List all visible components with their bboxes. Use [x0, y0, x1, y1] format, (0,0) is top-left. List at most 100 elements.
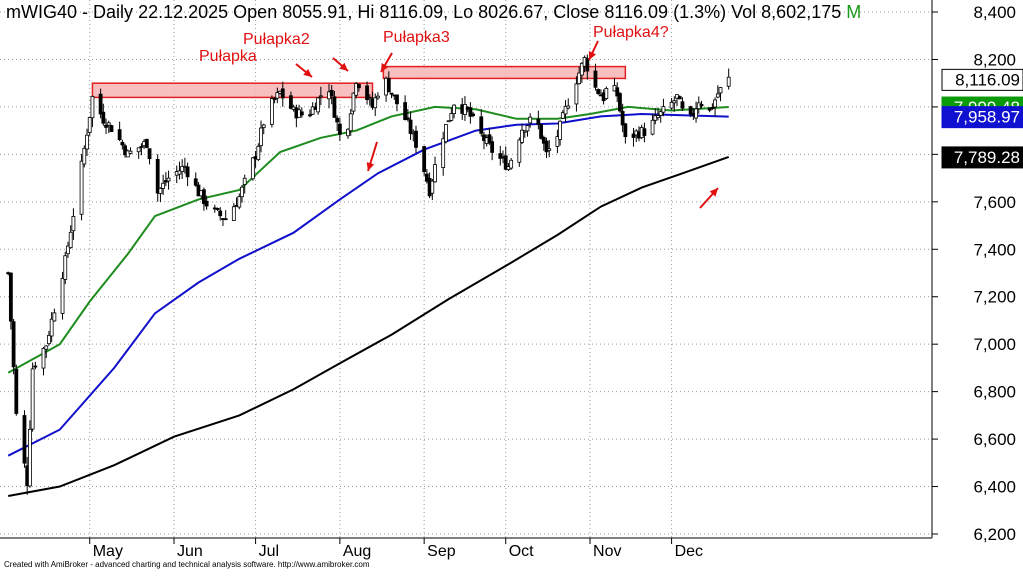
candle-body — [66, 245, 70, 255]
candles — [6, 54, 731, 495]
candle-body — [41, 347, 46, 369]
candle-body — [615, 87, 620, 97]
x-tick-label: Jun — [177, 543, 203, 560]
candle-body — [185, 166, 190, 178]
annotation-arrow-head — [381, 63, 389, 72]
x-tick-label: Dec — [675, 543, 703, 560]
candle-body — [618, 93, 622, 112]
candle-body — [623, 123, 628, 138]
candle-body — [269, 98, 274, 125]
candle-body — [566, 105, 571, 109]
candle-body — [596, 89, 601, 94]
close-value: 8116.09 — [604, 2, 669, 22]
candle-body — [348, 113, 353, 132]
candle-body — [620, 111, 625, 126]
high-label: Hi — [357, 2, 375, 22]
candle-body — [85, 134, 89, 150]
candle-body — [713, 99, 717, 108]
candle-body — [223, 218, 228, 221]
candle-body — [250, 157, 255, 180]
candle-body — [395, 94, 399, 105]
candle-body — [446, 120, 451, 123]
candle-body — [547, 148, 552, 151]
chart-header: mWIG40 - Daily 22.12.2025 Open 8055.91, … — [6, 2, 861, 23]
header-sep: - — [82, 2, 94, 22]
candle-body — [710, 107, 715, 109]
candle-body — [11, 321, 16, 368]
candle-body — [275, 92, 280, 99]
candle-body — [386, 78, 391, 93]
candle-body — [669, 101, 674, 109]
candle-body — [389, 92, 394, 95]
candle-body — [677, 96, 682, 100]
candle-body — [558, 120, 563, 140]
candle-body — [688, 106, 693, 115]
candle-body — [256, 145, 261, 160]
candle-body — [120, 141, 125, 146]
candle-body — [346, 128, 350, 137]
candle-body — [98, 93, 103, 115]
comma-sep-1: , — [347, 2, 353, 22]
volume-label: Vol — [731, 2, 757, 22]
candle-body — [414, 130, 418, 148]
candle-body — [128, 150, 133, 154]
candle-body — [430, 180, 435, 194]
candle-body — [658, 111, 663, 116]
candle-body — [329, 89, 334, 97]
candle-body — [555, 136, 560, 147]
price-label-text: 7,789.28 — [954, 148, 1020, 167]
candle-body — [354, 82, 359, 96]
candle-body — [642, 128, 647, 136]
ma-blue-line — [7, 112, 729, 457]
candle-body — [656, 115, 660, 119]
low-value: 8026.67 — [478, 2, 544, 22]
x-tick-label: Nov — [593, 543, 621, 560]
candle-body — [694, 108, 698, 119]
volume-value: 8,602,175 — [761, 2, 842, 22]
x-tick-label: Sep — [427, 543, 456, 560]
trap-3-label: Pułapka3 — [383, 29, 450, 46]
axes: 6,200 6,400 6,600 6,800 7,000 7,200 7,400 7,600… — [0, 0, 1023, 560]
candle-body — [47, 335, 51, 345]
candle-body — [289, 95, 293, 109]
candle-body — [726, 76, 731, 87]
candle-body — [79, 160, 84, 215]
candle-body — [33, 365, 38, 368]
candle-body — [408, 119, 413, 134]
candle-body — [579, 62, 584, 76]
y-tick-label: 6,200 — [973, 525, 1016, 544]
comma-sep-3: , — [543, 2, 549, 22]
candle-body — [158, 188, 163, 194]
candle-body — [365, 85, 369, 101]
candle-body — [193, 178, 198, 186]
candle-body — [517, 139, 522, 163]
y-tick-label: 7,400 — [973, 240, 1016, 259]
candle-body — [541, 137, 546, 144]
candle-body — [125, 150, 130, 158]
candle-body — [8, 272, 13, 322]
flag-m: M — [846, 2, 862, 22]
candle-body — [525, 125, 530, 132]
candle-body — [585, 58, 590, 72]
change-value: (1.3%) — [673, 2, 727, 22]
candle-body — [299, 111, 304, 116]
x-tick-label: Jul — [259, 543, 279, 560]
candle-body — [433, 164, 437, 183]
annotation-arrow-head — [709, 188, 718, 197]
candle-body — [715, 93, 720, 98]
candle-body — [180, 165, 185, 172]
candle-body — [337, 123, 342, 135]
candle-body — [310, 106, 315, 115]
price-label-text: 7,958.97 — [954, 108, 1020, 127]
resistance-zone — [382, 65, 627, 80]
y-tick-label: 8,400 — [973, 3, 1016, 22]
candle-body — [661, 106, 666, 113]
candle-body — [574, 83, 579, 105]
candle-body — [308, 114, 312, 117]
price-label-box — [941, 68, 1023, 91]
candle-body — [422, 146, 427, 173]
candle-body — [471, 113, 476, 116]
trap-4-label: Pułapka4? — [593, 24, 669, 41]
